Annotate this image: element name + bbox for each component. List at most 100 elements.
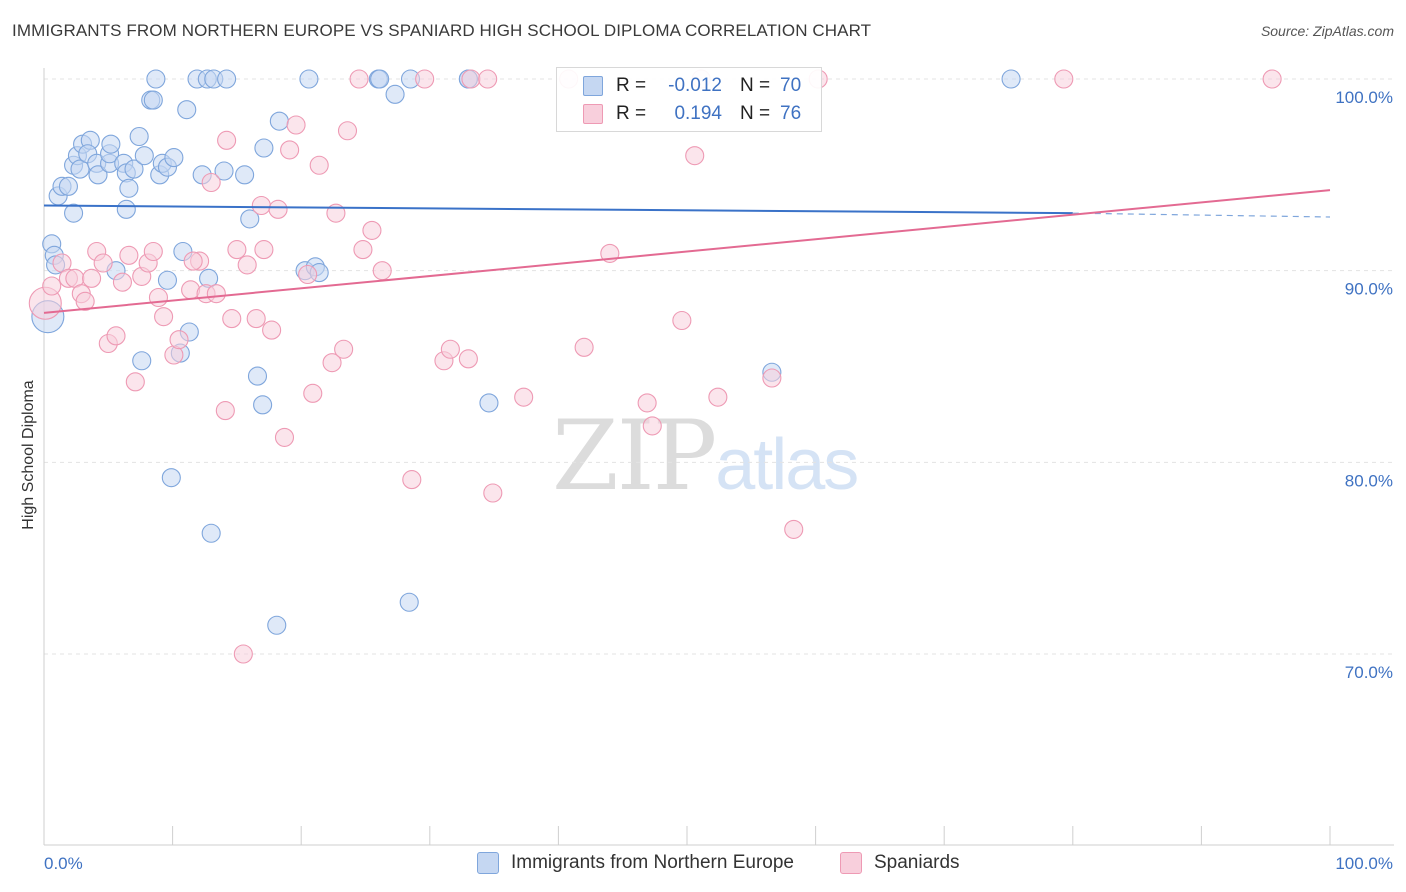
y-tick-label: 90.0%	[1345, 280, 1393, 299]
immigrants-point	[253, 395, 273, 415]
x-tick-label-max: 100.0%	[1335, 854, 1393, 873]
spaniards-point	[637, 393, 657, 413]
spaniards-point	[254, 240, 274, 260]
spaniards-point	[75, 291, 95, 311]
spaniards-point	[372, 261, 392, 281]
spaniards-point	[322, 353, 342, 373]
immigrants-point	[134, 146, 154, 166]
gridlines	[44, 78, 1394, 655]
immigrants-point	[267, 615, 287, 635]
watermark-atlas: atlas	[715, 425, 859, 505]
legend-label-spaniards: Spaniards	[874, 852, 960, 873]
spaniards-point	[708, 387, 728, 407]
y-tick-label: 80.0%	[1345, 471, 1393, 490]
immigrants-point	[146, 69, 166, 89]
spaniards-point	[337, 121, 358, 141]
spaniards-point	[215, 401, 235, 421]
immigrants-point	[132, 351, 152, 371]
spaniards-point	[268, 199, 288, 219]
legend-r-value: 0.194	[674, 103, 722, 124]
spaniards-point	[169, 330, 189, 350]
legend-item-immigrants: Immigrants from Northern Europe	[477, 852, 794, 874]
spaniards-point	[237, 255, 257, 275]
spaniards-point	[119, 245, 139, 265]
immigrants-point	[254, 138, 274, 158]
spaniards-point	[125, 372, 145, 392]
spaniards-point	[483, 483, 503, 503]
spaniards-point	[762, 368, 782, 388]
spaniards-point	[642, 416, 662, 436]
immigrants-point	[370, 69, 390, 89]
legend-n-value: 76	[780, 103, 802, 124]
spaniards-point	[1054, 69, 1074, 89]
spaniards-point	[1262, 69, 1282, 89]
spaniards-point	[93, 253, 113, 273]
spaniards-point	[574, 337, 594, 357]
y-tick-label: 100.0%	[1335, 88, 1393, 107]
chart-title: IMMIGRANTS FROM NORTHERN EUROPE VS SPANI…	[12, 21, 872, 40]
spaniards-point	[233, 644, 253, 664]
legend-swatch-immigrants	[477, 852, 499, 874]
spaniards-point	[274, 427, 295, 447]
legend-r-label: R =	[616, 75, 647, 96]
immigrants-point	[161, 468, 181, 488]
immigrants-point	[101, 134, 121, 154]
legend-swatch-blue	[583, 76, 603, 96]
spaniards-point	[298, 264, 318, 285]
spaniards-point	[784, 519, 804, 539]
spaniards-point	[362, 220, 382, 240]
spaniards-point	[227, 240, 247, 260]
watermark-zip: ZIP	[552, 400, 717, 512]
legend-item-spaniards: Spaniards	[840, 852, 960, 874]
spaniards-point	[183, 251, 203, 271]
spaniards-point	[478, 69, 498, 89]
spaniards-point	[309, 155, 329, 175]
tick-labels: 100.0% 90.0% 80.0% 70.0% 0.0% 100.0%	[44, 88, 1393, 873]
spaniards-point	[685, 146, 705, 166]
legend-r-value: -0.012	[668, 75, 722, 96]
immigrants-trend-extension	[1072, 212, 1331, 218]
spaniards-point	[143, 241, 163, 262]
legend-n-label: N =	[740, 103, 771, 124]
source-credit: Source: ZipAtlas.com	[1260, 23, 1394, 39]
trend-lines	[43, 189, 1331, 314]
spaniards-point	[458, 349, 478, 369]
watermark: ZIPatlas	[552, 400, 859, 512]
immigrants-point	[1001, 69, 1021, 89]
spaniards-point	[349, 69, 369, 89]
immigrants-point	[88, 165, 108, 185]
spaniards-point	[154, 307, 174, 327]
immigrants-point	[299, 69, 319, 89]
legend-swatch-pink	[583, 104, 603, 124]
legend-row-blue: R = -0.012 N = 70	[557, 73, 801, 99]
immigrants-point	[58, 176, 78, 196]
series-legend: Immigrants from Northern Europe Spaniard…	[0, 852, 1406, 878]
spaniards-point	[201, 172, 221, 193]
spaniards-point	[514, 387, 534, 407]
spaniards-point	[206, 284, 226, 304]
spaniards-point	[672, 310, 692, 331]
immigrants-point	[177, 100, 197, 120]
immigrants-point	[119, 178, 139, 198]
immigrants-point	[70, 159, 90, 179]
spaniards-point	[106, 326, 126, 346]
spaniards-trend-line	[43, 189, 1331, 314]
immigrants-point	[399, 592, 419, 612]
immigrants-trend-line	[43, 204, 1073, 215]
spaniards-point	[246, 309, 266, 329]
legend-row-pink: R = 0.194 N = 76	[557, 101, 801, 127]
data-points	[28, 69, 1282, 664]
spaniards-point	[42, 276, 62, 296]
legend-n-value: 70	[780, 75, 802, 96]
spaniards-point	[440, 339, 460, 359]
spaniards-point	[217, 130, 237, 150]
spaniards-point	[286, 115, 306, 135]
immigrants-point	[214, 161, 234, 181]
spaniards-point	[415, 69, 435, 89]
y-tick-label: 70.0%	[1345, 663, 1393, 682]
immigrants-point	[129, 126, 149, 147]
immigrants-point	[247, 366, 268, 386]
immigrants-point	[157, 270, 178, 290]
legend-r-label: R =	[616, 103, 647, 124]
spaniards-point	[251, 195, 271, 216]
